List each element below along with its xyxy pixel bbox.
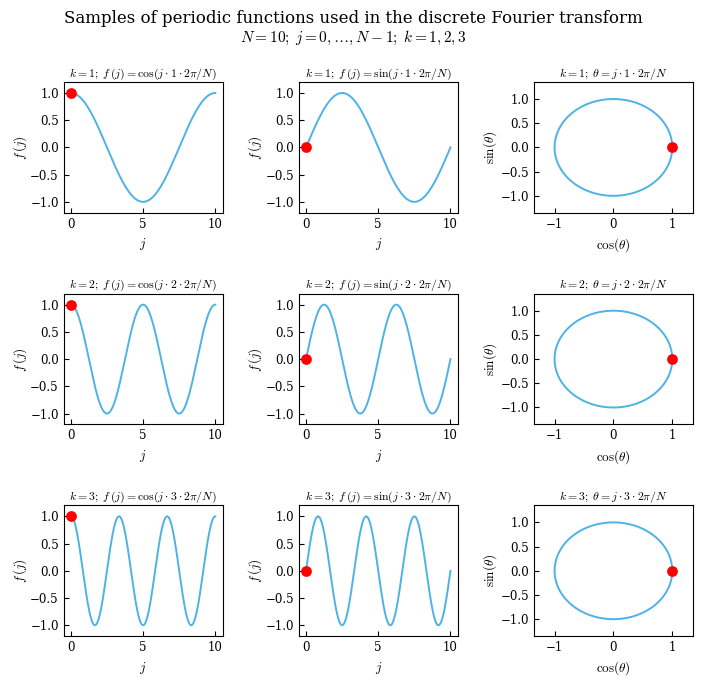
Title: $k = 1;\; f\,(j) = \sin(j \cdot 1 \cdot 2\pi/N)$: $k = 1;\; f\,(j) = \sin(j \cdot 1 \cdot … (305, 66, 452, 81)
X-axis label: $j$: $j$ (375, 448, 382, 464)
Title: $k = 2;\; f\,(j) = \sin(j \cdot 2 \cdot 2\pi/N)$: $k = 2;\; f\,(j) = \sin(j \cdot 2 \cdot … (305, 278, 452, 293)
Title: $k = 3;\; \theta = j \cdot 3 \cdot 2\pi/N$: $k = 3;\; \theta = j \cdot 3 \cdot 2\pi/… (559, 489, 668, 505)
Y-axis label: $f\,(j)$: $f\,(j)$ (246, 347, 264, 371)
Point (667, 565, 678, 576)
X-axis label: $\cos(\theta)$: $\cos(\theta)$ (596, 236, 631, 254)
Y-axis label: $f\,(j)$: $f\,(j)$ (246, 135, 264, 160)
Y-axis label: $f\,(j)$: $f\,(j)$ (11, 135, 29, 160)
Point (65, 511, 76, 522)
X-axis label: $j$: $j$ (375, 659, 382, 676)
Title: $k = 3;\; f\,(j) = \sin(j \cdot 3 \cdot 2\pi/N)$: $k = 3;\; f\,(j) = \sin(j \cdot 3 \cdot … (305, 490, 452, 505)
X-axis label: $j$: $j$ (139, 448, 147, 464)
Title: $k = 1;\; f\,(j) = \cos(j \cdot 1 \cdot 2\pi/N)$: $k = 1;\; f\,(j) = \cos(j \cdot 1 \cdot … (69, 66, 217, 81)
Y-axis label: $\sin(\theta)$: $\sin(\theta)$ (481, 554, 499, 588)
X-axis label: $j$: $j$ (139, 659, 147, 676)
X-axis label: $\cos(\theta)$: $\cos(\theta)$ (596, 448, 631, 466)
Title: $k = 1;\; \theta = j \cdot 1 \cdot 2\pi/N$: $k = 1;\; \theta = j \cdot 1 \cdot 2\pi/… (559, 66, 668, 81)
Point (65, 299, 76, 310)
X-axis label: $\cos(\theta)$: $\cos(\theta)$ (596, 659, 631, 677)
Point (667, 142, 678, 153)
Point (300, 354, 312, 365)
Point (300, 565, 312, 576)
Point (300, 142, 312, 153)
Point (667, 354, 678, 365)
Title: $k = 2;\; \theta = j \cdot 2 \cdot 2\pi/N$: $k = 2;\; \theta = j \cdot 2 \cdot 2\pi/… (559, 277, 668, 293)
Y-axis label: $f\,(j)$: $f\,(j)$ (11, 558, 29, 583)
Title: $k = 3;\; f\,(j) = \cos(j \cdot 3 \cdot 2\pi/N)$: $k = 3;\; f\,(j) = \cos(j \cdot 3 \cdot … (69, 490, 217, 505)
X-axis label: $j$: $j$ (375, 236, 382, 252)
Y-axis label: $f\,(j)$: $f\,(j)$ (246, 558, 264, 583)
X-axis label: $j$: $j$ (139, 236, 147, 252)
Text: Samples of periodic functions used in the discrete Fourier transform: Samples of periodic functions used in th… (64, 10, 643, 27)
Title: $k = 2;\; f\,(j) = \cos(j \cdot 2 \cdot 2\pi/N)$: $k = 2;\; f\,(j) = \cos(j \cdot 2 \cdot … (69, 278, 217, 293)
Y-axis label: $f\,(j)$: $f\,(j)$ (11, 347, 29, 371)
Y-axis label: $\sin(\theta)$: $\sin(\theta)$ (481, 131, 499, 164)
Y-axis label: $\sin(\theta)$: $\sin(\theta)$ (481, 343, 499, 376)
Point (65, 88, 76, 98)
Text: $N = 10;\; j = 0, \ldots, N-1;\; k = 1, 2, 3$: $N = 10;\; j = 0, \ldots, N-1;\; k = 1, … (240, 29, 467, 47)
